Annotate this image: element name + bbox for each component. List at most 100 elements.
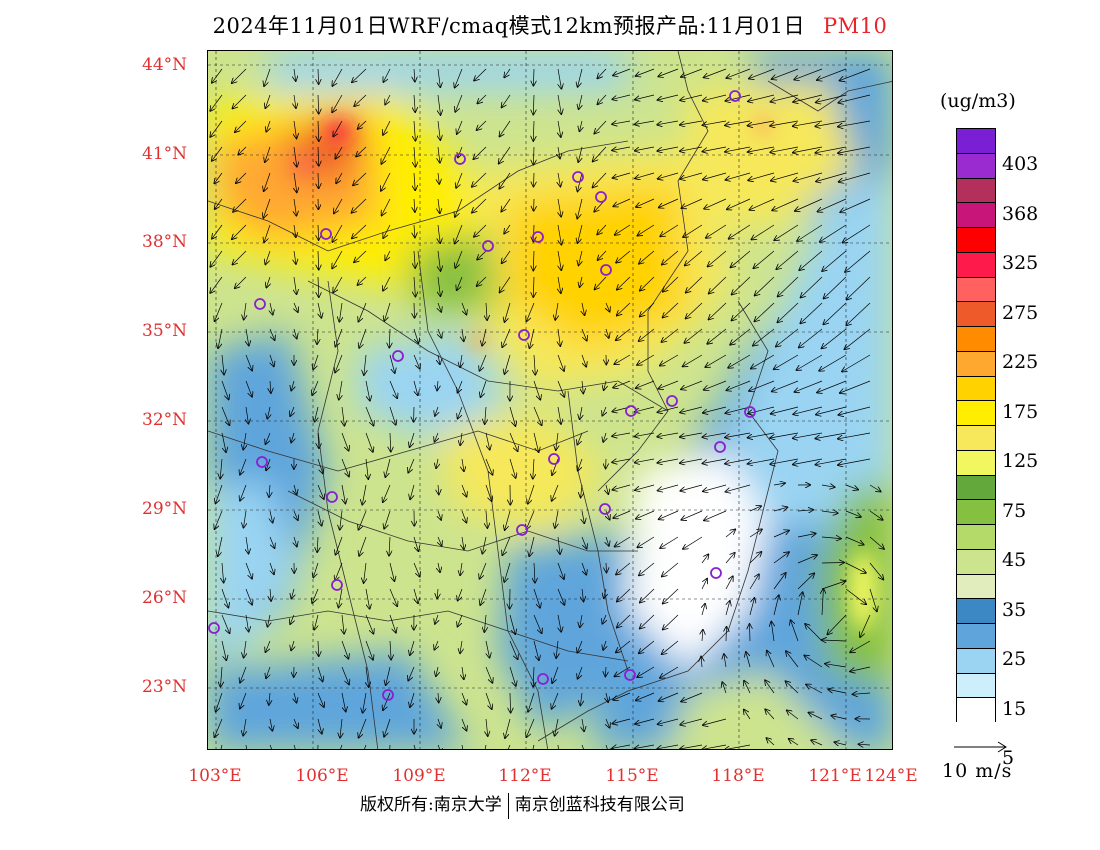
wind-arrow	[504, 68, 511, 77]
wind-arrow	[727, 380, 751, 390]
wind-arrow	[704, 68, 727, 78]
wind-arrow	[662, 562, 679, 576]
wind-arrow	[434, 640, 438, 650]
wind-arrow	[474, 224, 487, 237]
wind-arrow	[771, 172, 799, 181]
wind-arrow	[528, 692, 535, 712]
wind-arrow	[232, 68, 247, 83]
wind-arrow	[636, 68, 655, 76]
wind-arrow	[635, 406, 655, 412]
wind-arrow	[356, 146, 367, 156]
wind-arrow	[612, 147, 631, 150]
wind-arrow	[221, 666, 223, 687]
wind-arrow	[558, 614, 561, 632]
wind-arrow	[507, 744, 511, 749]
wind-arrow	[637, 666, 655, 677]
wind-arrow	[460, 562, 462, 575]
wind-arrow	[485, 458, 493, 475]
colorbar-tick-label: 45	[1002, 549, 1027, 572]
wind-arrow	[438, 328, 442, 338]
wind-arrow	[765, 709, 775, 720]
wind-arrow	[317, 536, 318, 552]
wind-arrow	[485, 432, 490, 450]
wind-arrow	[457, 276, 463, 290]
city-marker	[320, 228, 332, 240]
wind-arrow	[657, 146, 679, 151]
wind-arrow	[318, 120, 319, 141]
colorbar-segment	[957, 401, 995, 426]
wind-arrow	[577, 640, 583, 653]
wind-arrow	[820, 224, 847, 242]
wind-arrow	[294, 302, 298, 312]
wind-arrow	[869, 484, 881, 492]
wind-arrow	[240, 692, 247, 709]
wind-arrow	[635, 94, 655, 100]
wind-arrow	[817, 68, 847, 80]
wind-arrow	[703, 432, 727, 437]
wind-arrow	[294, 172, 297, 192]
wind-arrow	[221, 588, 228, 607]
wind-arrow	[581, 328, 587, 341]
wind-arrow	[359, 510, 367, 530]
wind-arrow	[615, 224, 631, 235]
wind-arrow	[438, 146, 440, 163]
wind-arrow	[461, 510, 466, 523]
wind-arrow	[438, 224, 440, 243]
wind-arrow	[212, 224, 223, 239]
wind-arrow	[480, 354, 487, 371]
wind-arrow	[725, 432, 751, 438]
wind-arrow	[552, 458, 559, 475]
wind-arrow	[243, 718, 246, 736]
wind-arrow	[552, 484, 559, 501]
wind-arrow	[821, 537, 841, 539]
wind-arrow	[821, 485, 835, 487]
city-marker	[744, 406, 756, 418]
wind-arrow	[750, 624, 751, 642]
wind-arrow	[220, 744, 223, 749]
wind-arrow	[637, 354, 655, 365]
colorbar-segment	[957, 228, 995, 253]
lon-label-112e: 112°E	[498, 766, 552, 786]
wind-arrow	[386, 666, 391, 685]
wind-arrow	[436, 666, 438, 676]
wind-arrow	[636, 510, 655, 519]
wind-arrow	[359, 536, 367, 556]
wind-arrow	[341, 692, 346, 711]
wind-arrow	[389, 744, 391, 749]
wind-arrow	[244, 302, 246, 320]
wind-arrow	[460, 640, 462, 653]
wind-arrow	[245, 562, 252, 579]
wind-arrow	[703, 406, 727, 413]
wind-arrow	[383, 224, 391, 238]
wind-arrow	[235, 120, 247, 132]
wind-arrow	[481, 380, 487, 397]
wind-arrow	[413, 744, 416, 749]
wind-arrow	[245, 588, 252, 605]
wind-arrow	[381, 146, 391, 164]
lat-label-32n: 32°N	[142, 410, 188, 430]
wind-arrow	[533, 94, 534, 114]
wind-arrow	[477, 94, 487, 103]
wind-arrow	[683, 354, 703, 366]
wind-arrow	[617, 614, 631, 628]
wind-arrow	[318, 172, 319, 188]
wind-arrow	[414, 276, 415, 297]
wind-arrow	[582, 302, 585, 315]
city-marker	[714, 441, 726, 453]
wind-arrow	[806, 685, 823, 694]
wind-arrow	[606, 484, 608, 494]
wind-arrow	[410, 432, 415, 447]
wind-arrow	[704, 510, 727, 520]
wind-arrow	[749, 574, 759, 590]
wind-arrow	[770, 458, 799, 464]
wind-arrow	[845, 484, 858, 490]
wind-arrow	[850, 640, 871, 652]
wind-arrow	[657, 432, 679, 437]
wind-arrow	[617, 276, 631, 290]
wind-arrow	[828, 689, 847, 694]
wind-arrow	[221, 380, 229, 399]
wind-arrow	[635, 745, 655, 749]
wind-arrow	[270, 588, 271, 601]
wind-arrow	[341, 432, 349, 451]
wind-arrow	[680, 406, 703, 413]
